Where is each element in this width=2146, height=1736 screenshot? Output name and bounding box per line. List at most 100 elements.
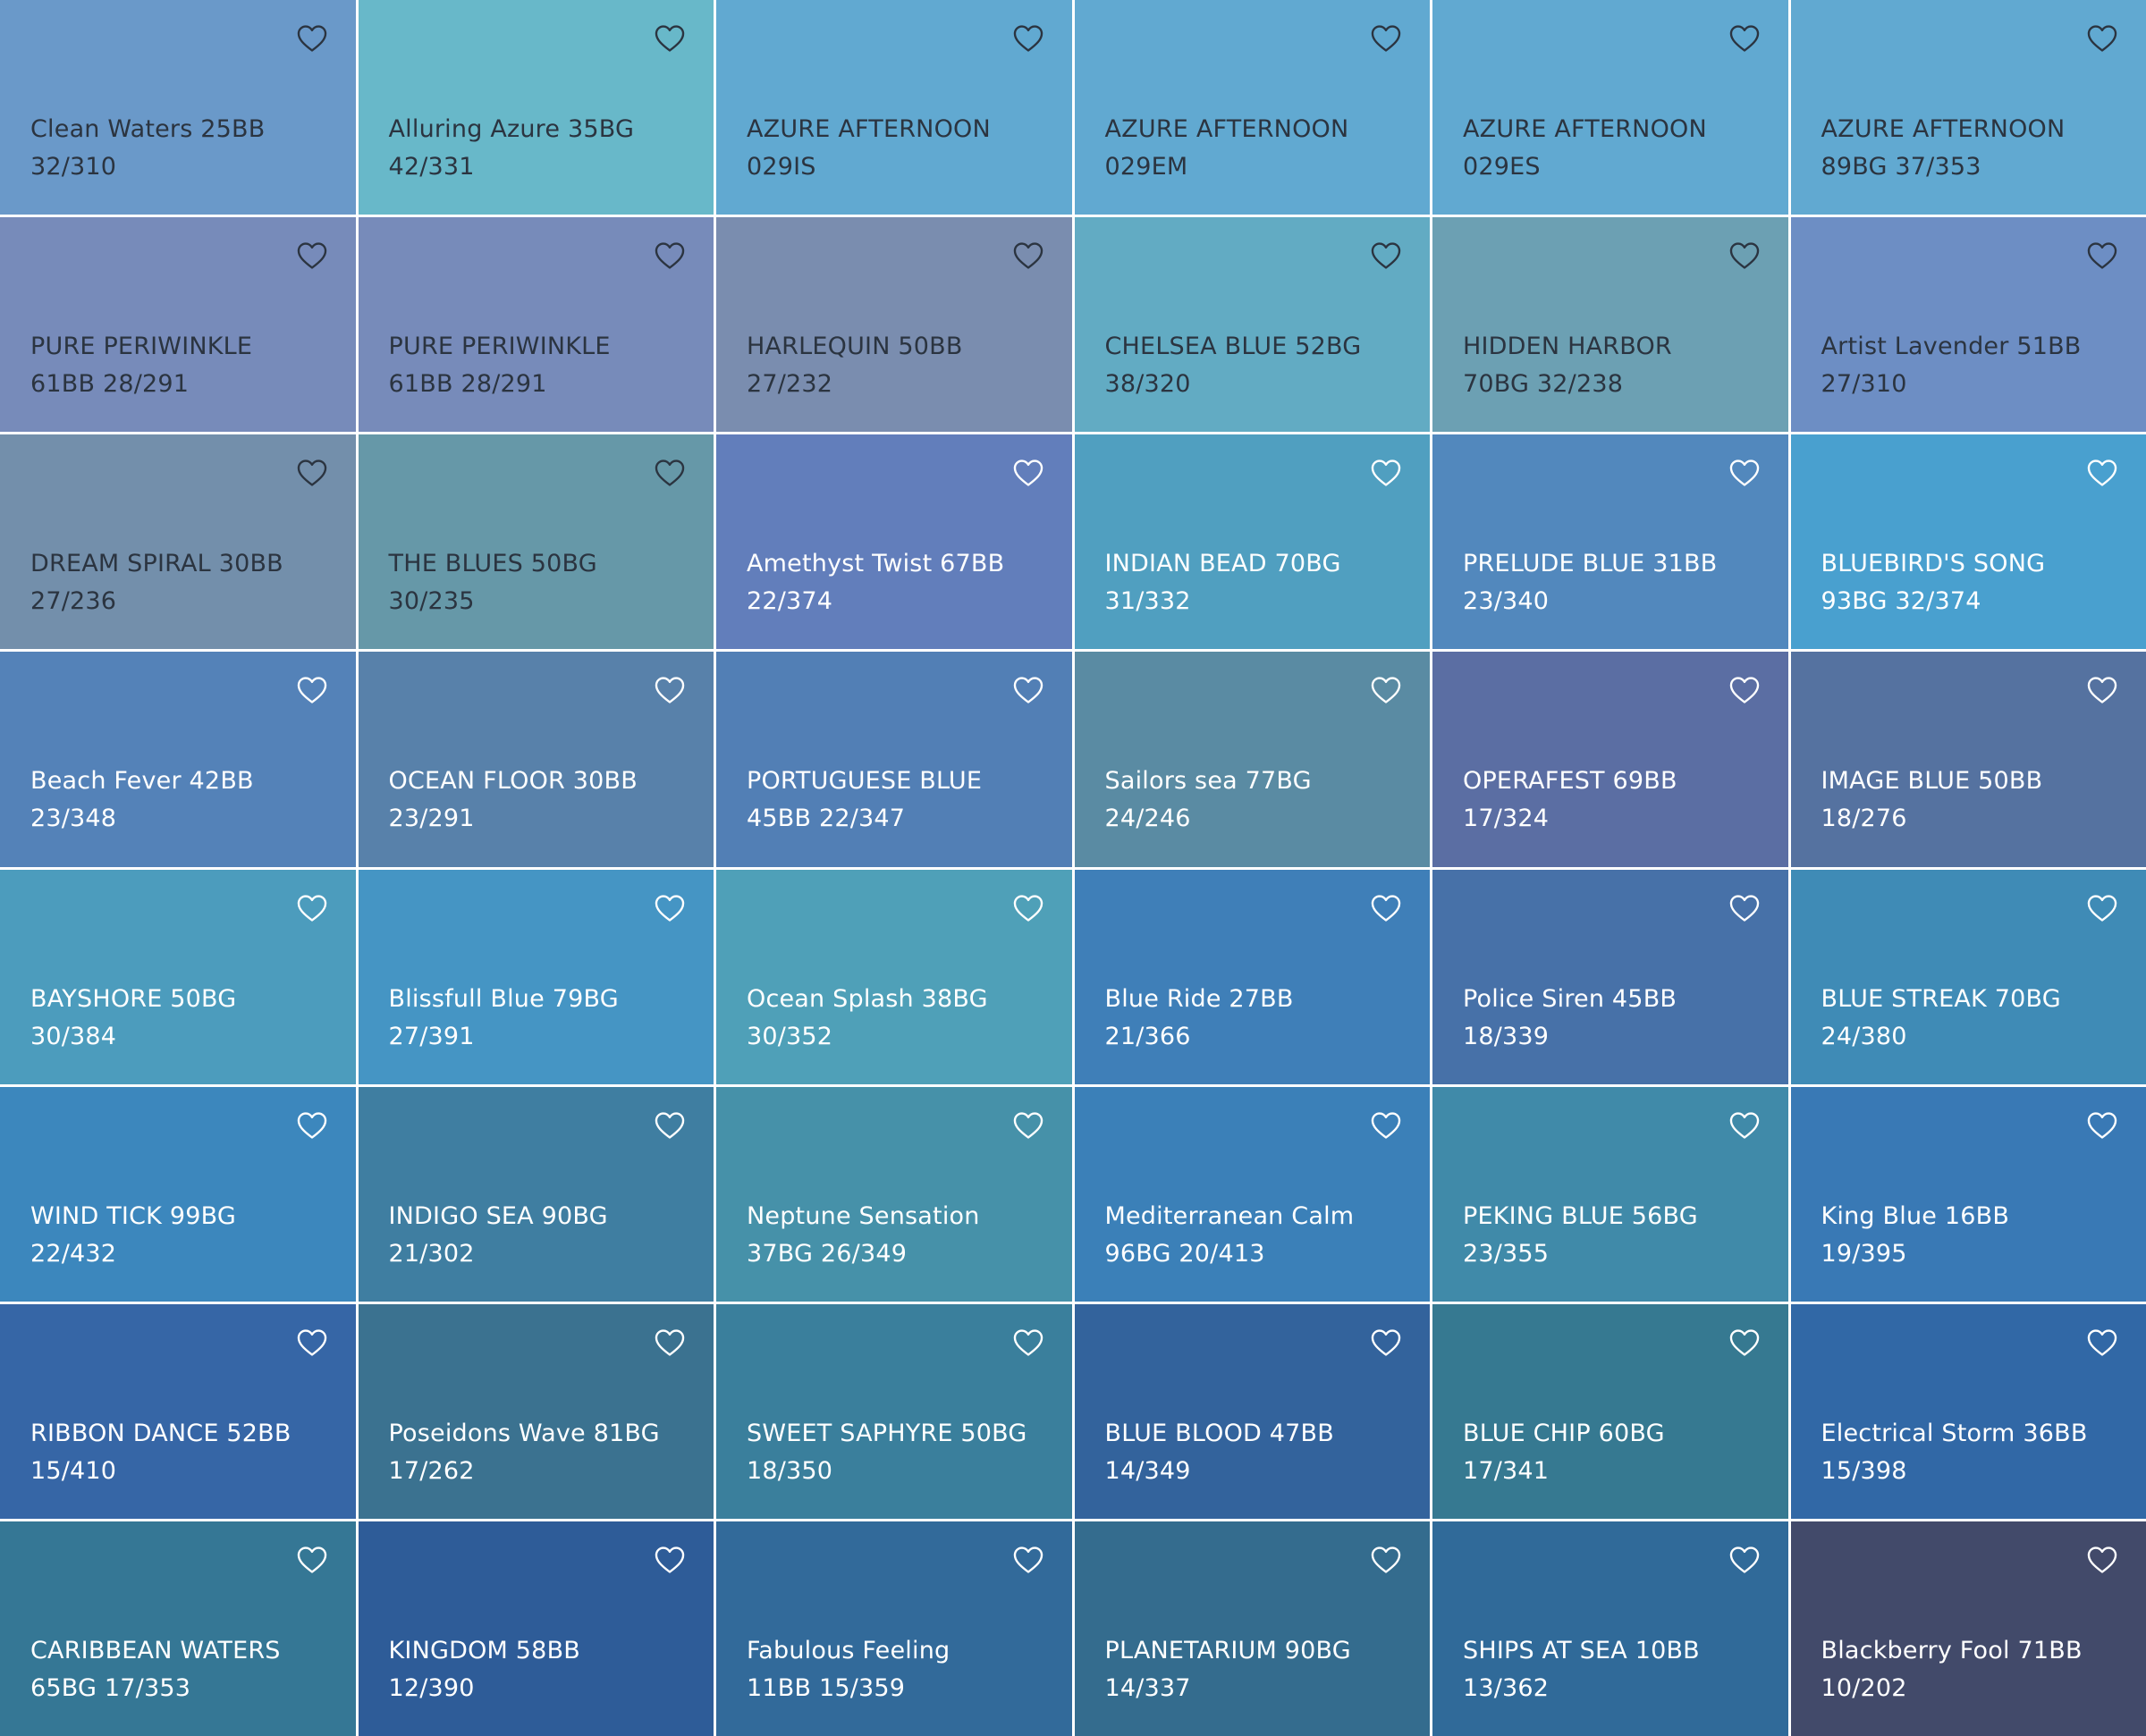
heart-outline-icon[interactable] [295,21,329,55]
color-swatch-42[interactable]: Electrical Storm 36BB 15/398 [1790,1303,2146,1519]
color-swatch-36[interactable]: King Blue 16BB 19/395 [1790,1086,2146,1302]
heart-outline-icon[interactable] [1728,1326,1762,1360]
heart-outline-icon[interactable] [1369,1326,1403,1360]
heart-outline-icon[interactable] [1369,1543,1403,1577]
heart-outline-icon[interactable] [653,1326,687,1360]
color-swatch-9[interactable]: HARLEQUIN 50BB 27/232 [716,217,1072,433]
heart-outline-icon[interactable] [295,1326,329,1360]
heart-outline-icon[interactable] [2085,891,2119,925]
color-swatch-47[interactable]: SHIPS AT SEA 10BB 13/362 [1432,1521,1788,1736]
color-swatch-23[interactable]: OPERAFEST 69BB 17/324 [1432,652,1788,867]
color-swatch-4[interactable]: AZURE AFTERNOON 029EM [1074,0,1430,215]
color-swatch-13[interactable]: DREAM SPIRAL 30BB 27/236 [0,434,356,650]
swatch-code: 65BG 17/353 [30,1673,191,1702]
heart-outline-icon[interactable] [2085,1543,2119,1577]
color-swatch-40[interactable]: BLUE BLOOD 47BB 14/349 [1074,1303,1430,1519]
color-swatch-25[interactable]: BAYSHORE 50BG 30/384 [0,869,356,1084]
color-swatch-39[interactable]: SWEET SAPHYRE 50BG 18/350 [716,1303,1072,1519]
color-swatch-3[interactable]: AZURE AFTERNOON 029IS [716,0,1072,215]
heart-outline-icon[interactable] [295,1108,329,1142]
color-swatch-20[interactable]: OCEAN FLOOR 30BB 23/291 [358,652,714,867]
color-swatch-30[interactable]: BLUE STREAK 70BG 24/380 [1790,869,2146,1084]
color-swatch-24[interactable]: IMAGE BLUE 50BB 18/276 [1790,652,2146,867]
swatch-code: 17/324 [1463,805,1550,833]
heart-outline-icon[interactable] [653,239,687,273]
heart-outline-icon[interactable] [1728,1108,1762,1142]
heart-outline-icon[interactable] [1369,21,1403,55]
heart-outline-icon[interactable] [1369,891,1403,925]
color-swatch-26[interactable]: Blissfull Blue 79BG 27/391 [358,869,714,1084]
heart-outline-icon[interactable] [653,673,687,707]
color-swatch-12[interactable]: Artist Lavender 51BB 27/310 [1790,217,2146,433]
color-swatch-5[interactable]: AZURE AFTERNOON 029ES [1432,0,1788,215]
color-swatch-32[interactable]: INDIGO SEA 90BG 21/302 [358,1086,714,1302]
color-swatch-19[interactable]: Beach Fever 42BB 23/348 [0,652,356,867]
color-swatch-21[interactable]: PORTUGUESE BLUE 45BB 22/347 [716,652,1072,867]
heart-outline-icon[interactable] [653,1543,687,1577]
heart-outline-icon[interactable] [1011,239,1045,273]
color-swatch-28[interactable]: Blue Ride 27BB 21/366 [1074,869,1430,1084]
heart-outline-icon[interactable] [1728,891,1762,925]
heart-outline-icon[interactable] [1369,673,1403,707]
heart-outline-icon[interactable] [2085,673,2119,707]
heart-outline-icon[interactable] [295,891,329,925]
heart-outline-icon[interactable] [1011,456,1045,490]
color-swatch-16[interactable]: INDIAN BEAD 70BG 31/332 [1074,434,1430,650]
heart-outline-icon[interactable] [295,456,329,490]
heart-outline-icon[interactable] [1011,1543,1045,1577]
heart-outline-icon[interactable] [1011,21,1045,55]
color-swatch-8[interactable]: PURE PERIWINKLE 61BB 28/291 [358,217,714,433]
color-swatch-35[interactable]: PEKING BLUE 56BG 23/355 [1432,1086,1788,1302]
heart-outline-icon[interactable] [295,239,329,273]
color-swatch-48[interactable]: Blackberry Fool 71BB 10/202 [1790,1521,2146,1736]
heart-outline-icon[interactable] [1369,1108,1403,1142]
color-swatch-41[interactable]: BLUE CHIP 60BG 17/341 [1432,1303,1788,1519]
heart-outline-icon[interactable] [1011,673,1045,707]
heart-outline-icon[interactable] [653,456,687,490]
heart-outline-icon[interactable] [1728,1543,1762,1577]
heart-outline-icon[interactable] [295,673,329,707]
color-swatch-38[interactable]: Poseidons Wave 81BG 17/262 [358,1303,714,1519]
heart-outline-icon[interactable] [2085,1108,2119,1142]
swatch-name: BLUE BLOOD 47BB [1104,1419,1335,1447]
heart-outline-icon[interactable] [1369,239,1403,273]
swatch-name: BLUE CHIP 60BG [1463,1419,1665,1447]
heart-outline-icon[interactable] [1728,21,1762,55]
color-swatch-45[interactable]: Fabulous Feeling 11BB 15/359 [716,1521,1072,1736]
heart-outline-icon[interactable] [653,21,687,55]
color-swatch-44[interactable]: KINGDOM 58BB 12/390 [358,1521,714,1736]
heart-outline-icon[interactable] [2085,456,2119,490]
color-swatch-2[interactable]: Alluring Azure 35BG 42/331 [358,0,714,215]
color-swatch-18[interactable]: BLUEBIRD'S SONG 93BG 32/374 [1790,434,2146,650]
heart-outline-icon[interactable] [1728,673,1762,707]
color-swatch-6[interactable]: AZURE AFTERNOON 89BG 37/353 [1790,0,2146,215]
color-swatch-33[interactable]: Neptune Sensation 37BG 26/349 [716,1086,1072,1302]
color-swatch-37[interactable]: RIBBON DANCE 52BB 15/410 [0,1303,356,1519]
heart-outline-icon[interactable] [653,891,687,925]
color-swatch-27[interactable]: Ocean Splash 38BG 30/352 [716,869,1072,1084]
heart-outline-icon[interactable] [1011,891,1045,925]
color-swatch-17[interactable]: PRELUDE BLUE 31BB 23/340 [1432,434,1788,650]
heart-outline-icon[interactable] [2085,239,2119,273]
color-swatch-22[interactable]: Sailors sea 77BG 24/246 [1074,652,1430,867]
color-swatch-43[interactable]: CARIBBEAN WATERS 65BG 17/353 [0,1521,356,1736]
color-swatch-46[interactable]: PLANETARIUM 90BG 14/337 [1074,1521,1430,1736]
heart-outline-icon[interactable] [1728,456,1762,490]
heart-outline-icon[interactable] [1728,239,1762,273]
heart-outline-icon[interactable] [1369,456,1403,490]
color-swatch-14[interactable]: THE BLUES 50BG 30/235 [358,434,714,650]
heart-outline-icon[interactable] [2085,21,2119,55]
color-swatch-7[interactable]: PURE PERIWINKLE 61BB 28/291 [0,217,356,433]
color-swatch-11[interactable]: HIDDEN HARBOR 70BG 32/238 [1432,217,1788,433]
color-swatch-29[interactable]: Police Siren 45BB 18/339 [1432,869,1788,1084]
color-swatch-15[interactable]: Amethyst Twist 67BB 22/374 [716,434,1072,650]
heart-outline-icon[interactable] [1011,1108,1045,1142]
heart-outline-icon[interactable] [2085,1326,2119,1360]
heart-outline-icon[interactable] [1011,1326,1045,1360]
color-swatch-1[interactable]: Clean Waters 25BB 32/310 [0,0,356,215]
color-swatch-34[interactable]: Mediterranean Calm 96BG 20/413 [1074,1086,1430,1302]
color-swatch-31[interactable]: WIND TICK 99BG 22/432 [0,1086,356,1302]
color-swatch-10[interactable]: CHELSEA BLUE 52BG 38/320 [1074,217,1430,433]
heart-outline-icon[interactable] [295,1543,329,1577]
heart-outline-icon[interactable] [653,1108,687,1142]
